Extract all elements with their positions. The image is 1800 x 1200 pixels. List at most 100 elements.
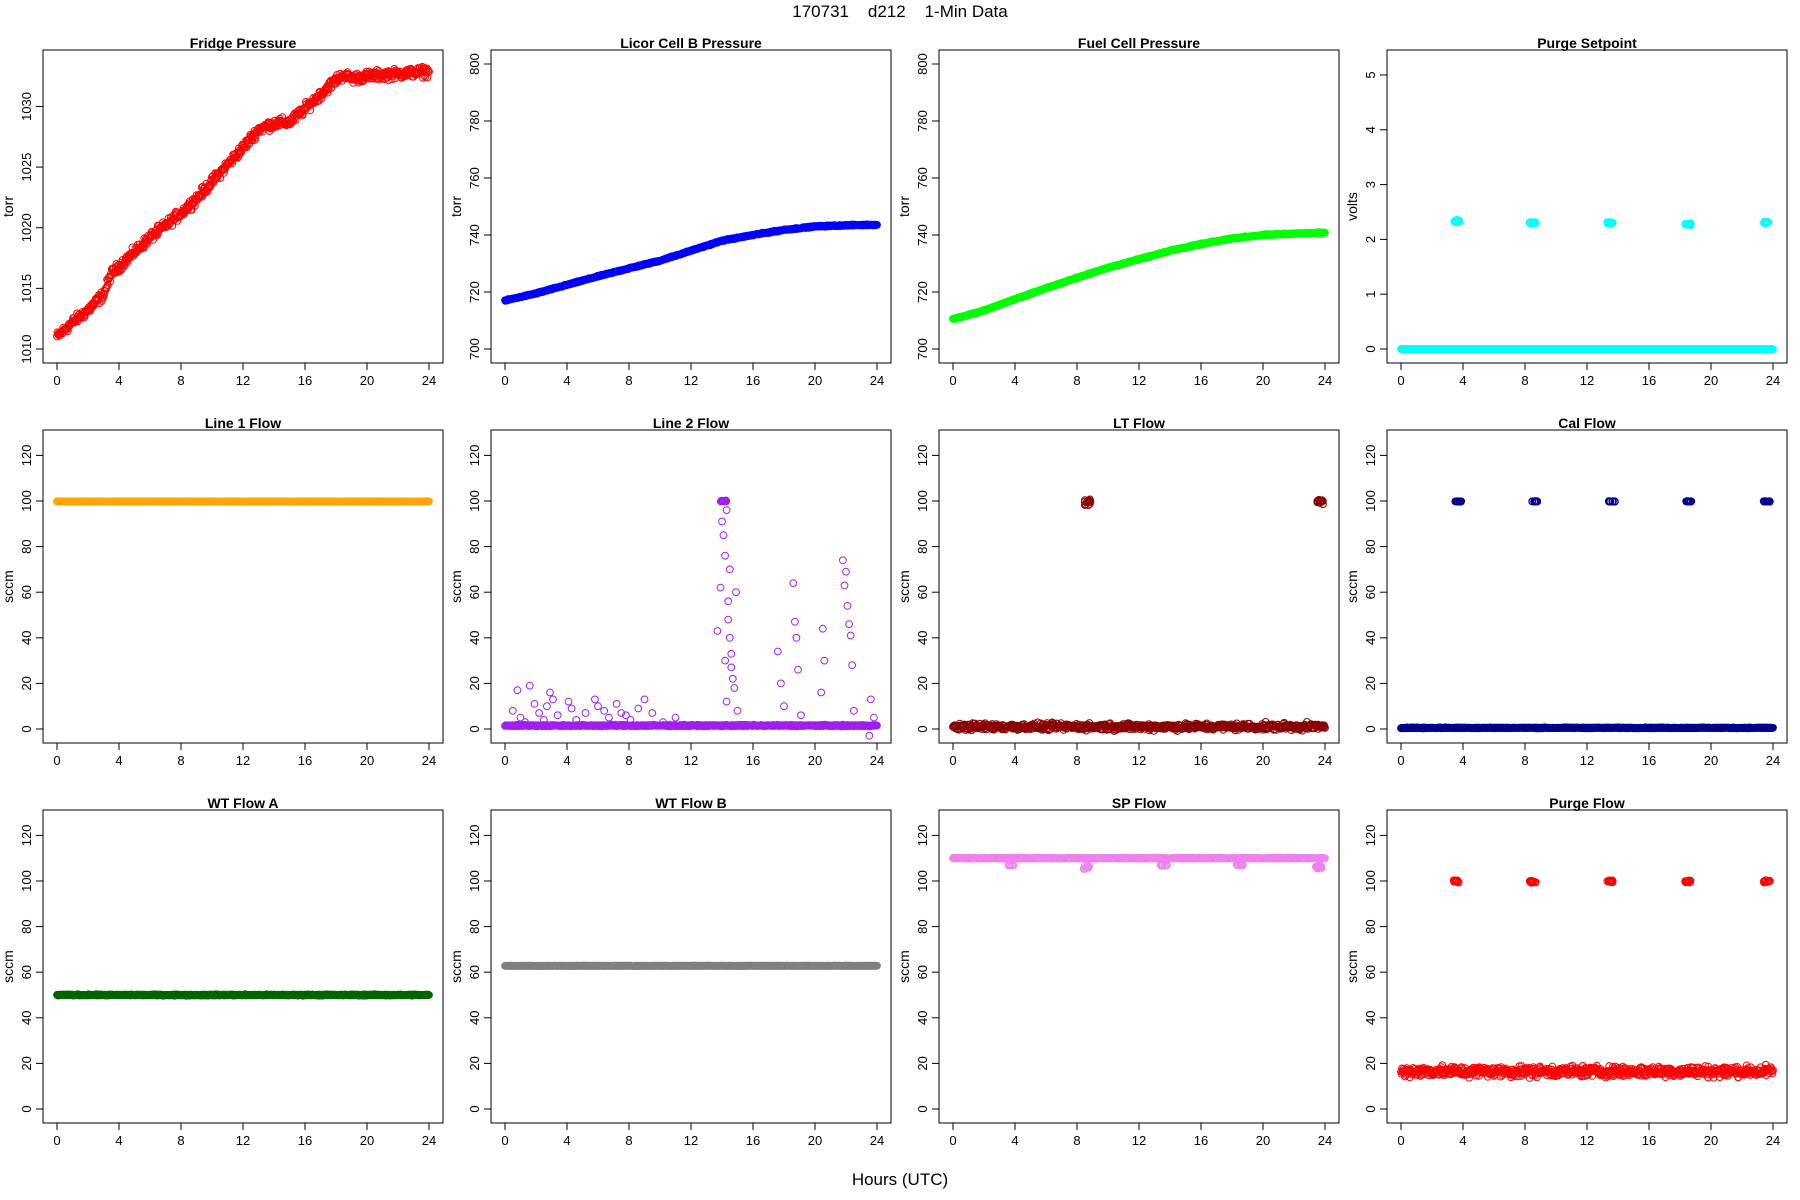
y-tick-label: 0	[19, 725, 34, 732]
y-axis-label: sccm	[448, 570, 464, 603]
y-axis-label: torr	[896, 196, 912, 217]
y-tick-label: 740	[915, 224, 930, 246]
data-point	[818, 624, 827, 633]
data-point	[123, 258, 132, 267]
panel-title: Purge Setpoint	[1537, 35, 1637, 51]
data-point	[846, 631, 855, 640]
x-tick-label: 12	[236, 753, 250, 768]
plot-frame	[42, 429, 444, 744]
data-point	[425, 67, 433, 76]
y-tick-label: 20	[467, 676, 482, 690]
data-point	[848, 661, 857, 670]
data-point	[797, 711, 805, 720]
x-tick-label: 4	[1011, 373, 1018, 388]
y-tick-label: 800	[467, 53, 482, 75]
x-tick-label: 4	[115, 753, 122, 768]
y-tick-label: 1	[1363, 291, 1378, 298]
x-tick-label: 16	[746, 753, 760, 768]
data-point	[791, 617, 799, 626]
y-tick-label: 4	[1363, 126, 1378, 133]
data-point	[842, 567, 850, 576]
data-point	[840, 581, 849, 590]
data-point	[873, 221, 881, 229]
y-tick-label: 780	[467, 110, 482, 132]
data-point	[730, 684, 739, 692]
y-tick-label: 1015	[19, 274, 34, 303]
x-tick-label: 0	[501, 753, 508, 768]
data-point	[1531, 218, 1540, 227]
x-tick-label: 4	[563, 753, 570, 768]
data-point	[1684, 220, 1693, 228]
x-tick-label: 16	[298, 753, 312, 768]
y-tick-label: 80	[19, 539, 34, 553]
x-tick-label: 8	[625, 753, 632, 768]
data-point	[549, 695, 557, 704]
data-point	[1526, 218, 1535, 227]
data-point	[553, 711, 562, 720]
x-tick-label: 20	[808, 373, 822, 388]
y-tick-label: 720	[467, 281, 482, 303]
data-point	[780, 702, 788, 711]
y-tick-label: 120	[467, 445, 482, 467]
data-point	[327, 84, 336, 92]
data-point	[605, 713, 613, 722]
data-point	[718, 517, 726, 526]
data-point	[866, 695, 875, 704]
data-point	[843, 602, 852, 610]
plot-frame	[1386, 49, 1788, 364]
x-tick-label: 16	[1194, 373, 1208, 388]
y-tick-label: 700	[467, 338, 482, 360]
y-tick-label: 0	[1363, 345, 1378, 352]
data-point	[716, 583, 725, 592]
y-tick-label: 100	[467, 490, 482, 512]
x-tick-label: 24	[870, 373, 884, 388]
panel-fridge-pressure: 0 4 8 12 16 20 2410101015102010251030torrFridg…	[0, 35, 444, 388]
y-tick-label: 120	[19, 445, 34, 467]
y-tick-label: 20	[19, 676, 34, 690]
data-point	[543, 702, 551, 711]
data-point	[425, 497, 433, 506]
x-tick-label: 16	[746, 373, 760, 388]
data-point	[103, 281, 112, 290]
data-point	[721, 656, 729, 665]
y-axis-label: torr	[0, 196, 16, 217]
data-points	[53, 497, 433, 506]
data-point	[722, 697, 731, 706]
x-tick-label: 16	[298, 373, 312, 388]
data-point	[648, 709, 657, 717]
data-points	[949, 228, 1329, 323]
data-point	[724, 615, 733, 624]
data-point	[792, 633, 801, 642]
y-axis-label: sccm	[0, 570, 16, 603]
x-tick-label: 8	[1521, 373, 1528, 388]
x-tick-label: 0	[949, 373, 956, 388]
x-tick-label: 24	[1318, 373, 1332, 388]
x-tick-label: 20	[360, 373, 374, 388]
plot-frame	[490, 49, 892, 364]
panel-title: Licor Cell B Pressure	[620, 35, 762, 51]
y-tick-label: 60	[19, 585, 34, 599]
data-point	[722, 506, 731, 515]
x-tick-label: 0	[501, 373, 508, 388]
data-point	[234, 153, 243, 162]
y-tick-label: 100	[19, 490, 34, 512]
data-point	[727, 663, 736, 672]
data-point	[865, 731, 874, 740]
y-tick-label: 1010	[19, 335, 34, 364]
data-point	[634, 704, 643, 713]
data-point	[1605, 218, 1614, 227]
data-point	[530, 700, 539, 708]
x-tick-label: 8	[177, 373, 184, 388]
data-point	[594, 702, 602, 711]
data-point	[725, 565, 734, 574]
y-axis-label: volts	[1344, 192, 1360, 221]
data-point	[713, 627, 722, 635]
data-point	[719, 531, 728, 540]
data-point	[111, 268, 120, 277]
data-point	[168, 222, 177, 230]
panel-title: Line 2 Flow	[653, 415, 729, 431]
data-point	[732, 588, 740, 597]
